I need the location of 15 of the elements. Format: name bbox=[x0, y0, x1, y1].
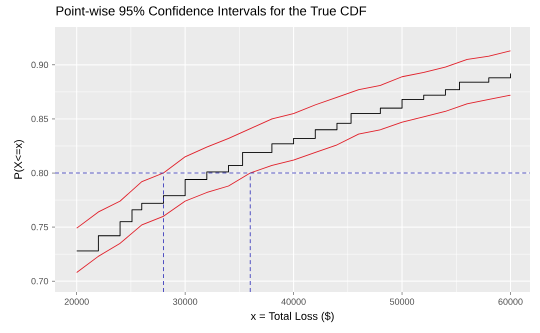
y-tick-label: 0.90 bbox=[31, 62, 48, 68]
y-tick-label: 0.70 bbox=[31, 278, 48, 284]
x-tick-label: 40000 bbox=[281, 298, 306, 305]
y-tick-label: 0.75 bbox=[31, 224, 48, 230]
y-tick-label: 0.85 bbox=[31, 116, 48, 122]
y-tick-label: 0.80 bbox=[31, 170, 48, 176]
line-series bbox=[76, 50, 511, 229]
x-tick-label: 60000 bbox=[498, 298, 523, 305]
y-axis-title: P(X<=x) bbox=[14, 140, 24, 179]
x-axis-title: x = Total Loss ($) bbox=[250, 312, 334, 322]
x-tick-label: 20000 bbox=[64, 298, 89, 305]
line-series bbox=[76, 94, 511, 273]
chart-title: Point-wise 95% Confidence Intervals for the True CDF bbox=[56, 6, 366, 16]
x-tick-label: 30000 bbox=[173, 298, 198, 305]
x-tick-label: 50000 bbox=[390, 298, 414, 305]
